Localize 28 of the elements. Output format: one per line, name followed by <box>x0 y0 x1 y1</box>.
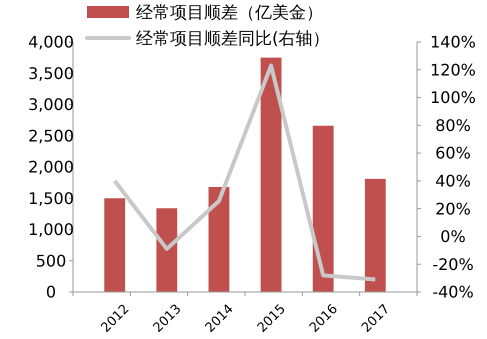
y-tick-label: 2,000 <box>28 158 74 177</box>
y2-tick-label: 60% <box>435 144 471 163</box>
y-tick-label: 2,500 <box>28 126 74 146</box>
y2-tick-label: 20% <box>435 199 471 218</box>
bar <box>312 126 334 292</box>
y-tick-label: 3,000 <box>28 95 74 114</box>
legend-label: 经常项目顺差同比(右轴） <box>136 28 330 49</box>
bar <box>156 208 178 292</box>
y-tick-label: 3,500 <box>28 64 74 83</box>
y-tick-label: 0 <box>46 282 56 302</box>
bar <box>364 178 386 292</box>
bar <box>260 58 282 292</box>
bar <box>208 187 230 292</box>
line-series <box>112 64 378 282</box>
y2-tick-label: 120% <box>430 60 476 80</box>
y-tick-label: 500 <box>36 251 66 270</box>
y2-tick-label: 0% <box>440 227 466 246</box>
y2-tick-label: -40% <box>432 282 474 302</box>
y2-tick-label: 80% <box>435 116 471 135</box>
bar <box>104 198 126 292</box>
y2-tick-label: 100% <box>430 88 476 108</box>
y2-tick-label: 140% <box>430 32 476 52</box>
y-tick-label: 1,000 <box>28 220 74 240</box>
y-tick-label: 4,000 <box>28 32 74 52</box>
y-tick-label: 1,500 <box>28 188 74 208</box>
legend-label: 经常项目顺差（亿美金） <box>136 2 323 23</box>
y2-tick-label: -20% <box>432 254 474 274</box>
y2-tick-label: 40% <box>435 171 471 190</box>
